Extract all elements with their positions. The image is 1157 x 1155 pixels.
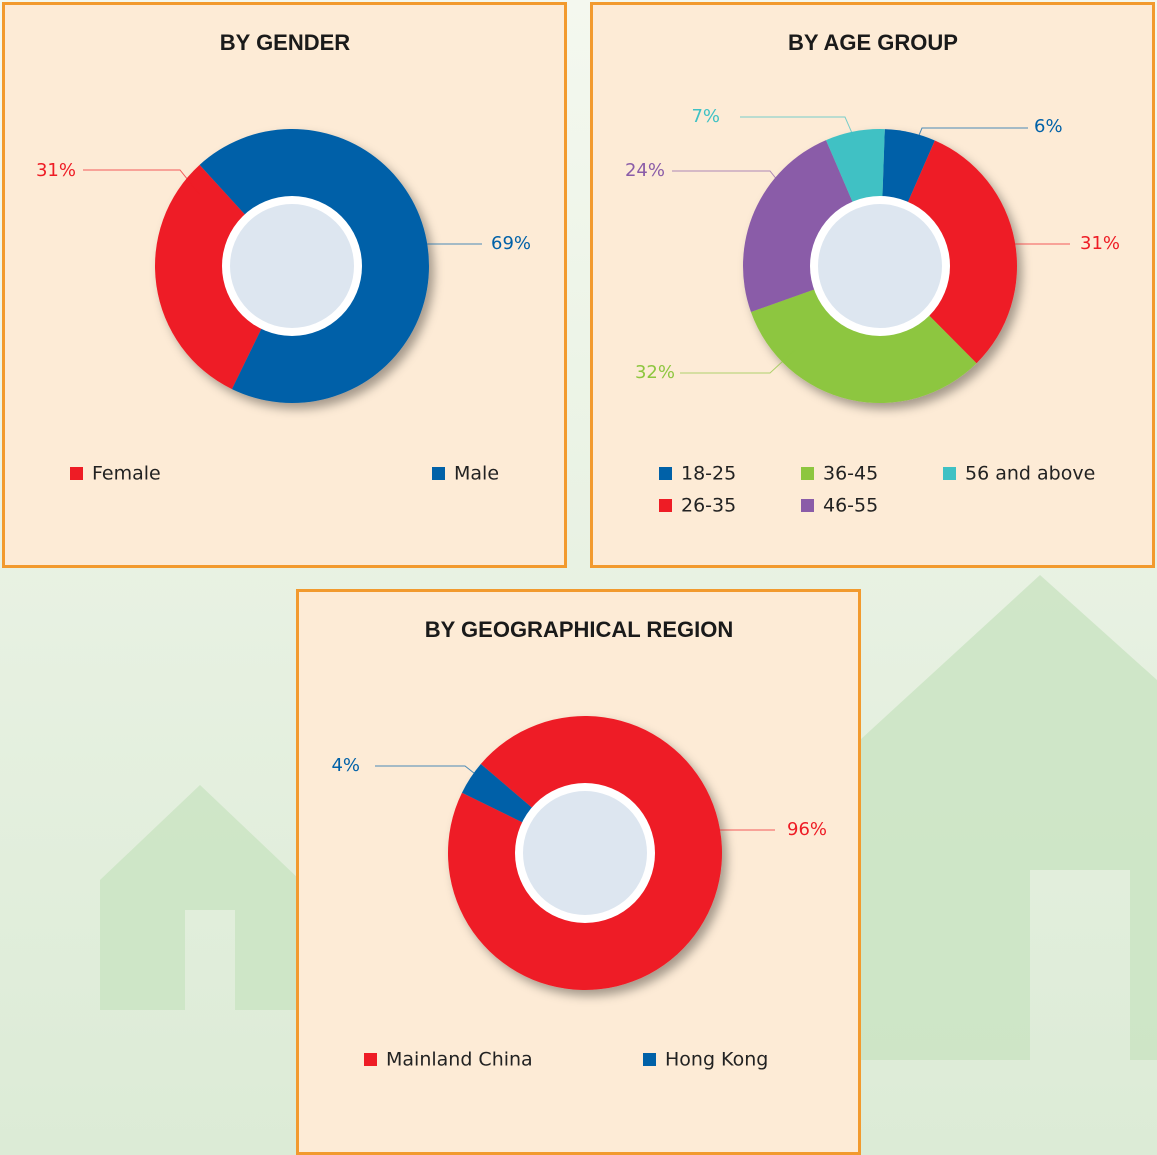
data-label: 96%	[787, 819, 827, 840]
pie-slice	[750, 266, 977, 404]
data-label: 6%	[1034, 116, 1063, 137]
data-label: 7%	[691, 106, 720, 127]
chart-title: BY AGE GROUP	[788, 30, 958, 55]
donut-hole	[230, 204, 354, 328]
legend-swatch	[659, 499, 672, 512]
leader-line	[740, 116, 856, 141]
legend-swatch	[801, 499, 814, 512]
leader-line	[680, 349, 796, 374]
legend-swatch	[70, 467, 83, 480]
data-label: 24%	[625, 160, 665, 181]
data-label: 31%	[36, 160, 76, 181]
legend-label: Male	[454, 463, 499, 485]
legend-label: Female	[92, 463, 161, 485]
legend-swatch	[659, 467, 672, 480]
legend-swatch	[943, 467, 956, 480]
data-label: 31%	[1080, 233, 1120, 254]
legend-label: 46-55	[823, 495, 878, 517]
data-label: 69%	[491, 233, 531, 254]
legend-label: Mainland China	[386, 1049, 533, 1071]
data-label: 4%	[331, 755, 360, 776]
house-decoration	[100, 575, 1157, 1060]
legend-label: 56 and above	[965, 463, 1095, 485]
data-label: 32%	[635, 362, 675, 383]
legend-label: Hong Kong	[665, 1049, 768, 1071]
legend-swatch	[801, 467, 814, 480]
leader-line	[375, 765, 494, 789]
legend-label: 36-45	[823, 463, 878, 485]
legend-swatch	[643, 1053, 656, 1066]
legend-swatch	[364, 1053, 377, 1066]
leader-line	[672, 170, 791, 197]
leader-line	[911, 127, 1028, 153]
legend-label: 18-25	[681, 463, 736, 485]
chart-title: BY GEOGRAPHICAL REGION	[425, 617, 733, 642]
donut-hole	[818, 204, 942, 328]
leader-line	[83, 169, 201, 196]
legend-label: 26-35	[681, 495, 736, 517]
chart-title: BY GENDER	[220, 30, 351, 55]
legend-swatch	[432, 467, 445, 480]
donut-hole	[523, 791, 647, 915]
